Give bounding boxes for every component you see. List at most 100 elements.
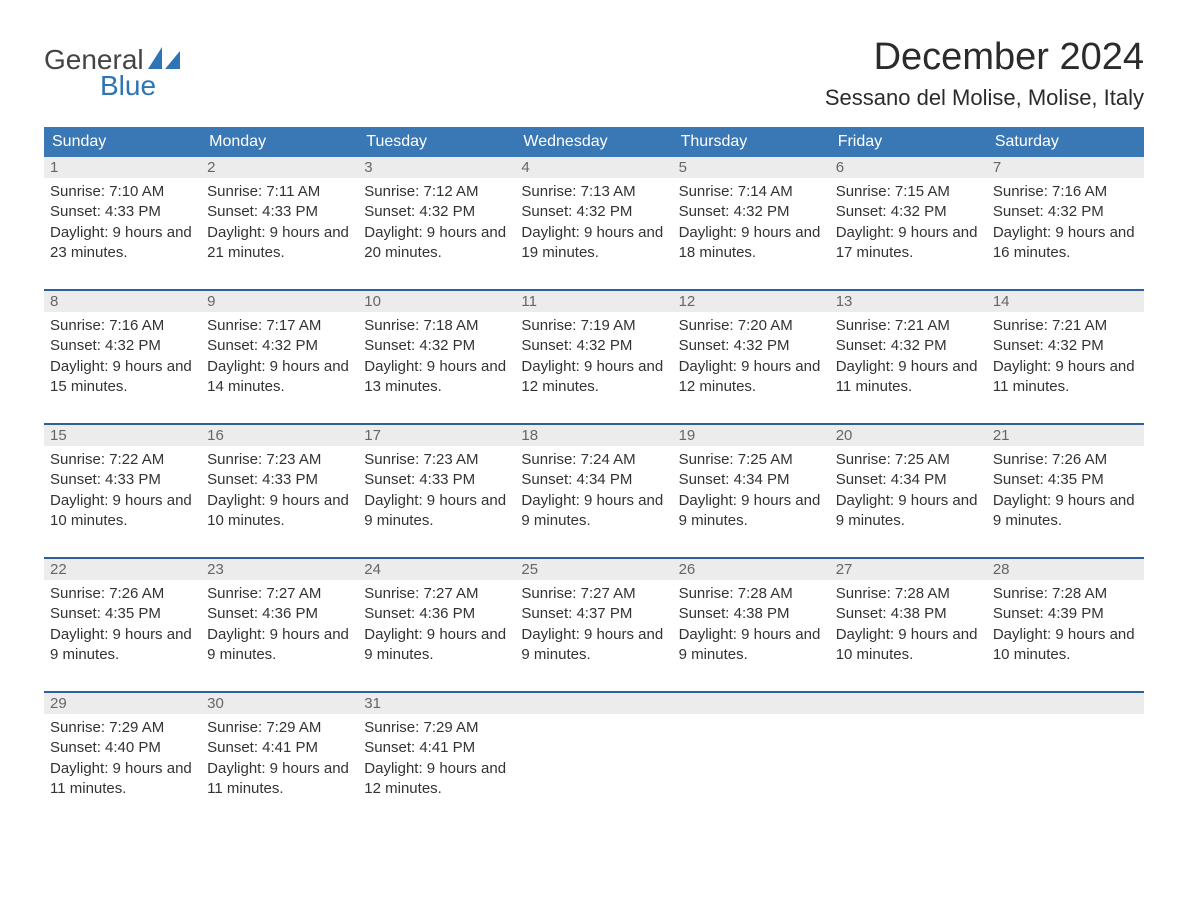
day-cell: [515, 714, 672, 825]
page-header: General Blue December 2024 Sessano del M…: [44, 36, 1144, 121]
daylight-value: Daylight: 9 hours and 13 minutes.: [364, 357, 509, 398]
daylight-value: Daylight: 9 hours and 11 minutes.: [50, 759, 195, 800]
day-number-row: 891011121314: [44, 290, 1144, 312]
day-number: 17: [358, 424, 515, 446]
day-number: 14: [987, 290, 1144, 312]
weekday-header: Saturday: [987, 127, 1144, 157]
day-cell: Sunrise: 7:28 AMSunset: 4:38 PMDaylight:…: [830, 580, 987, 692]
day-cell: Sunrise: 7:19 AMSunset: 4:32 PMDaylight:…: [515, 312, 672, 424]
day-number: 11: [515, 290, 672, 312]
daylight-value: Daylight: 9 hours and 16 minutes.: [993, 223, 1138, 264]
weekday-header: Sunday: [44, 127, 201, 157]
day-number: 16: [201, 424, 358, 446]
day-cell: Sunrise: 7:14 AMSunset: 4:32 PMDaylight:…: [673, 178, 830, 290]
daylight-value: Daylight: 9 hours and 12 minutes.: [521, 357, 666, 398]
daylight-value: Daylight: 9 hours and 9 minutes.: [50, 625, 195, 666]
sunset-value: Sunset: 4:32 PM: [993, 202, 1138, 222]
sunset-value: Sunset: 4:32 PM: [993, 336, 1138, 356]
sunrise-value: Sunrise: 7:29 AM: [364, 718, 509, 738]
day-number: [673, 692, 830, 714]
sunset-value: Sunset: 4:32 PM: [679, 202, 824, 222]
daylight-value: Daylight: 9 hours and 21 minutes.: [207, 223, 352, 264]
day-cell: Sunrise: 7:16 AMSunset: 4:32 PMDaylight:…: [44, 312, 201, 424]
day-cell: Sunrise: 7:23 AMSunset: 4:33 PMDaylight:…: [358, 446, 515, 558]
sunset-value: Sunset: 4:35 PM: [50, 604, 195, 624]
sunrise-value: Sunrise: 7:29 AM: [50, 718, 195, 738]
sunset-value: Sunset: 4:32 PM: [364, 336, 509, 356]
sunrise-value: Sunrise: 7:25 AM: [679, 450, 824, 470]
day-number: 8: [44, 290, 201, 312]
day-data-row: Sunrise: 7:16 AMSunset: 4:32 PMDaylight:…: [44, 312, 1144, 424]
day-number-row: 1234567: [44, 157, 1144, 178]
day-number: 19: [673, 424, 830, 446]
day-number: 28: [987, 558, 1144, 580]
sunset-value: Sunset: 4:36 PM: [364, 604, 509, 624]
day-number: 9: [201, 290, 358, 312]
day-number: 18: [515, 424, 672, 446]
sunset-value: Sunset: 4:33 PM: [207, 202, 352, 222]
day-number: 7: [987, 157, 1144, 178]
sunset-value: Sunset: 4:33 PM: [364, 470, 509, 490]
day-cell: Sunrise: 7:25 AMSunset: 4:34 PMDaylight:…: [830, 446, 987, 558]
day-cell: Sunrise: 7:27 AMSunset: 4:37 PMDaylight:…: [515, 580, 672, 692]
sunrise-value: Sunrise: 7:28 AM: [836, 584, 981, 604]
day-cell: Sunrise: 7:12 AMSunset: 4:32 PMDaylight:…: [358, 178, 515, 290]
sunset-value: Sunset: 4:38 PM: [836, 604, 981, 624]
daylight-value: Daylight: 9 hours and 9 minutes.: [836, 491, 981, 532]
sunrise-value: Sunrise: 7:18 AM: [364, 316, 509, 336]
day-data-row: Sunrise: 7:10 AMSunset: 4:33 PMDaylight:…: [44, 178, 1144, 290]
sunrise-value: Sunrise: 7:21 AM: [993, 316, 1138, 336]
daylight-value: Daylight: 9 hours and 9 minutes.: [364, 491, 509, 532]
day-cell: Sunrise: 7:27 AMSunset: 4:36 PMDaylight:…: [201, 580, 358, 692]
day-cell: Sunrise: 7:18 AMSunset: 4:32 PMDaylight:…: [358, 312, 515, 424]
weekday-header: Friday: [830, 127, 987, 157]
day-number: 22: [44, 558, 201, 580]
daylight-value: Daylight: 9 hours and 11 minutes.: [207, 759, 352, 800]
location-subtitle: Sessano del Molise, Molise, Italy: [825, 85, 1144, 111]
sunrise-value: Sunrise: 7:25 AM: [836, 450, 981, 470]
day-number-row: 293031: [44, 692, 1144, 714]
day-cell: Sunrise: 7:26 AMSunset: 4:35 PMDaylight:…: [44, 580, 201, 692]
day-cell: Sunrise: 7:26 AMSunset: 4:35 PMDaylight:…: [987, 446, 1144, 558]
sunset-value: Sunset: 4:32 PM: [50, 336, 195, 356]
sunrise-value: Sunrise: 7:19 AM: [521, 316, 666, 336]
day-cell: Sunrise: 7:11 AMSunset: 4:33 PMDaylight:…: [201, 178, 358, 290]
day-cell: Sunrise: 7:21 AMSunset: 4:32 PMDaylight:…: [830, 312, 987, 424]
daylight-value: Daylight: 9 hours and 10 minutes.: [207, 491, 352, 532]
day-cell: Sunrise: 7:29 AMSunset: 4:41 PMDaylight:…: [358, 714, 515, 825]
day-number: 1: [44, 157, 201, 178]
day-cell: Sunrise: 7:16 AMSunset: 4:32 PMDaylight:…: [987, 178, 1144, 290]
day-number: 15: [44, 424, 201, 446]
day-cell: [830, 714, 987, 825]
daylight-value: Daylight: 9 hours and 10 minutes.: [50, 491, 195, 532]
day-number: 12: [673, 290, 830, 312]
daylight-value: Daylight: 9 hours and 20 minutes.: [364, 223, 509, 264]
title-block: December 2024 Sessano del Molise, Molise…: [825, 36, 1144, 121]
day-cell: Sunrise: 7:29 AMSunset: 4:41 PMDaylight:…: [201, 714, 358, 825]
calendar-table: Sunday Monday Tuesday Wednesday Thursday…: [44, 127, 1144, 825]
sunrise-value: Sunrise: 7:16 AM: [50, 316, 195, 336]
daylight-value: Daylight: 9 hours and 12 minutes.: [364, 759, 509, 800]
month-title: December 2024: [825, 36, 1144, 79]
day-number: 31: [358, 692, 515, 714]
day-cell: Sunrise: 7:21 AMSunset: 4:32 PMDaylight:…: [987, 312, 1144, 424]
day-cell: Sunrise: 7:20 AMSunset: 4:32 PMDaylight:…: [673, 312, 830, 424]
sunrise-value: Sunrise: 7:28 AM: [679, 584, 824, 604]
weekday-header-row: Sunday Monday Tuesday Wednesday Thursday…: [44, 127, 1144, 157]
sunset-value: Sunset: 4:34 PM: [836, 470, 981, 490]
daylight-value: Daylight: 9 hours and 9 minutes.: [993, 491, 1138, 532]
daylight-value: Daylight: 9 hours and 18 minutes.: [679, 223, 824, 264]
sunset-value: Sunset: 4:39 PM: [993, 604, 1138, 624]
sunset-value: Sunset: 4:32 PM: [836, 336, 981, 356]
daylight-value: Daylight: 9 hours and 9 minutes.: [364, 625, 509, 666]
day-cell: Sunrise: 7:27 AMSunset: 4:36 PMDaylight:…: [358, 580, 515, 692]
day-number: 2: [201, 157, 358, 178]
sunrise-value: Sunrise: 7:23 AM: [207, 450, 352, 470]
sunset-value: Sunset: 4:32 PM: [207, 336, 352, 356]
sunset-value: Sunset: 4:40 PM: [50, 738, 195, 758]
day-cell: Sunrise: 7:25 AMSunset: 4:34 PMDaylight:…: [673, 446, 830, 558]
sunset-value: Sunset: 4:32 PM: [836, 202, 981, 222]
daylight-value: Daylight: 9 hours and 9 minutes.: [521, 625, 666, 666]
daylight-value: Daylight: 9 hours and 23 minutes.: [50, 223, 195, 264]
day-number: 27: [830, 558, 987, 580]
